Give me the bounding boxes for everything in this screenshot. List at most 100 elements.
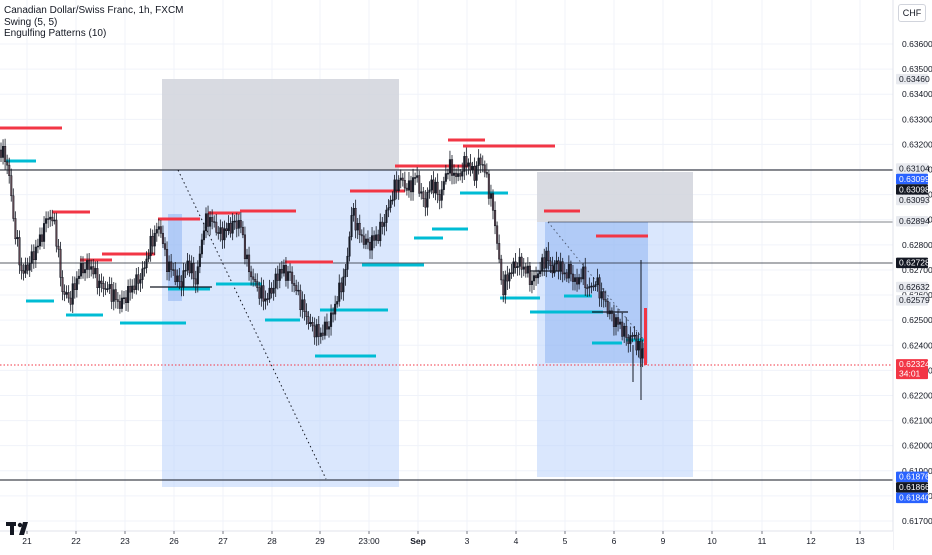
candle-body [635, 334, 638, 351]
candle [202, 222, 205, 245]
candle [170, 253, 173, 278]
candle [563, 263, 566, 281]
candle [32, 244, 35, 269]
candle [477, 149, 480, 175]
candle-body [184, 269, 187, 272]
candle-body [569, 264, 572, 275]
candle-body [371, 235, 374, 251]
candle-body [516, 266, 519, 268]
candle-body [262, 285, 265, 302]
price-label: 0.63099 [899, 174, 930, 184]
price-label-bg [896, 215, 928, 227]
candle-body [256, 281, 259, 288]
candle-body [133, 285, 136, 290]
candle [79, 255, 83, 280]
candle [637, 332, 640, 358]
time-tick-label: 27 [218, 536, 228, 546]
position-tool-2 [537, 172, 693, 477]
candle [614, 314, 618, 336]
price-label-bg [896, 184, 928, 195]
candle [555, 251, 558, 271]
time-tick-label: 29 [315, 536, 325, 546]
candle [86, 253, 89, 279]
candle [84, 262, 87, 281]
candle [526, 257, 529, 278]
time-tick-label: Sep [410, 536, 426, 546]
price-axis: 0.63600 0.63500 0.63400 0.63300 0.63200 0.631… [892, 0, 932, 550]
candle-body [260, 285, 263, 299]
candle [340, 277, 343, 300]
candle-body [122, 297, 126, 300]
candle [67, 285, 70, 303]
position-target-zone [162, 79, 399, 170]
candle [36, 238, 39, 254]
candle-body [405, 187, 408, 191]
price-label: 0.61840 [899, 493, 930, 503]
candle [436, 173, 439, 204]
candle [573, 273, 577, 291]
candle-body [168, 261, 171, 272]
symbol-title[interactable]: Canadian Dollar/Swiss Franc, 1h, FXCM [4, 5, 184, 16]
price-label: 0.61876 [899, 472, 930, 482]
candle [434, 177, 437, 201]
candle-body [274, 273, 277, 289]
candle [489, 184, 492, 207]
candle-body [12, 195, 15, 219]
candle-body [47, 218, 50, 220]
candle [6, 154, 9, 175]
candle [135, 267, 138, 295]
candle-body [414, 177, 417, 179]
candle-body [354, 207, 357, 231]
candle-body [612, 313, 616, 327]
position-target-zone [537, 172, 693, 222]
tradingview-logo-icon[interactable] [6, 520, 34, 538]
candle [133, 278, 136, 294]
candle [387, 199, 390, 218]
candle-body [537, 273, 540, 279]
candle-body [137, 274, 140, 284]
candle-body [264, 298, 267, 302]
candle-body [55, 219, 58, 247]
candle-body [358, 222, 361, 235]
candle-body [438, 194, 441, 201]
currency-button[interactable]: CHF [898, 4, 926, 22]
candle [186, 252, 189, 276]
candle [491, 189, 495, 220]
candle-body [338, 282, 341, 302]
candle-body [268, 287, 271, 300]
candle [545, 247, 548, 278]
time-tick-label: 9 [661, 536, 666, 546]
candle [219, 219, 222, 242]
time-tick-label: 5 [563, 536, 568, 546]
candle [38, 227, 42, 250]
candle [106, 281, 109, 293]
price-label: 0.63093 [899, 195, 930, 205]
indicator-engulfing[interactable]: Engulfing Patterns (10) [4, 28, 107, 39]
candle [118, 294, 121, 314]
candle [524, 262, 527, 278]
candle-body [157, 226, 160, 230]
candle [307, 311, 310, 330]
candle-body [637, 341, 640, 351]
candle-body [604, 299, 607, 302]
candle-body [469, 162, 472, 171]
candle [270, 282, 273, 299]
candle-body [336, 301, 339, 305]
candle [295, 279, 298, 296]
candle [178, 267, 181, 290]
candle-body [580, 277, 583, 280]
indicator-swing[interactable]: Swing (5, 5) [4, 16, 58, 28]
candle [348, 231, 351, 262]
candle-body [59, 248, 62, 278]
candle-body [10, 175, 13, 197]
price-tick-label: 0.61700 [902, 516, 932, 526]
candle-body [518, 256, 521, 267]
price-label: 0.61866 [899, 482, 930, 492]
candle-body [272, 287, 275, 294]
candle [223, 220, 226, 249]
candle-body [321, 332, 324, 336]
candle-body [34, 246, 37, 261]
candle [110, 277, 113, 310]
